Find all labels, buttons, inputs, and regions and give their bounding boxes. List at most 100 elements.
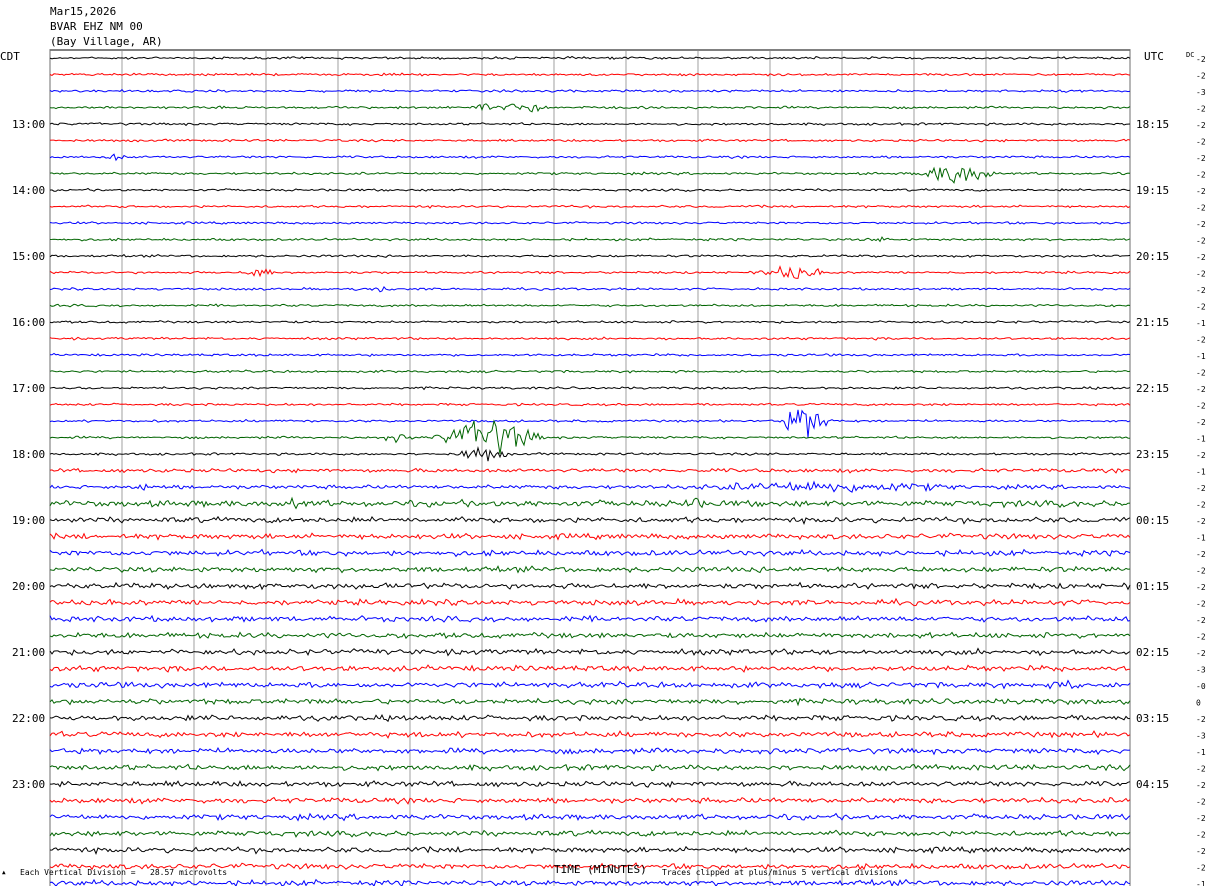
right-hour-label: 22:15 [1136,382,1169,395]
dc-offset-label: -2 [1196,72,1206,81]
dc-offset-label: -1 [1196,435,1206,444]
dc-offset-label: -2 [1196,369,1206,378]
dc-offset-label: -3 [1196,732,1206,741]
dc-offset-label: -2 [1196,517,1206,526]
trace-line [49,153,1131,162]
trace-line [49,336,1131,341]
trace-line [49,862,1131,871]
dc-offset-label: -2 [1196,451,1206,460]
dc-offset-label: -2 [1196,781,1206,790]
left-hour-label: 16:00 [12,316,45,329]
dc-offset-label: -2 [1196,286,1206,295]
trace-line [49,320,1131,324]
dc-offset-label: -1 [1196,352,1206,361]
trace-line [49,138,1131,143]
dc-header-label: DC [1186,51,1194,59]
trace-line [49,496,1131,510]
trace-line [49,236,1131,243]
trace-line [49,515,1131,525]
dc-offset-label: -1 [1196,468,1206,477]
left-hour-label: 20:00 [12,580,45,593]
trace-line [49,446,1131,462]
left-timezone: CDT [0,50,20,63]
dc-offset-label: -2 [1196,798,1206,807]
trace-line [49,796,1131,805]
trace-line [49,286,1131,293]
dc-offset-label: -2 [1196,633,1206,642]
trace-line [49,581,1131,591]
trace-line [49,713,1131,723]
trace-line [49,303,1131,308]
dc-offset-label: -1 [1196,880,1206,886]
dc-offset-label: -3 [1196,88,1206,97]
header-location: (Bay Village, AR) [50,35,163,48]
left-hour-label: 22:00 [12,712,45,725]
dc-offset-label: -2 [1196,385,1206,394]
corner-mark-icon: ▲ [2,869,6,876]
trace-line [49,812,1131,822]
trace-line [49,467,1131,474]
dc-offset-label: -2 [1196,187,1206,196]
dc-offset-label: -2 [1196,237,1206,246]
trace-line [49,122,1131,127]
dc-offset-label: -2 [1196,418,1206,427]
left-hour-label: 14:00 [12,184,45,197]
right-timezone: UTC [1144,50,1164,63]
dc-offset-label: -2 [1196,583,1206,592]
trace-line [49,480,1131,493]
dc-offset-label: -2 [1196,616,1206,625]
trace-line [49,352,1131,358]
trace-line [49,88,1131,94]
right-hour-label: 21:15 [1136,316,1169,329]
dc-offset-label: 0 [1196,699,1201,708]
trace-line [49,845,1131,855]
trace-line [49,565,1131,574]
dc-offset-label: -2 [1196,121,1206,130]
trace-line [49,763,1131,772]
trace-line [49,72,1131,77]
right-hour-label: 19:15 [1136,184,1169,197]
trace-line [49,730,1131,739]
right-hour-label: 20:15 [1136,250,1169,263]
trace-line [49,548,1131,558]
trace-line [49,597,1131,607]
dc-offset-label: -3 [1196,666,1206,675]
trace-line [49,878,1131,886]
right-hour-label: 02:15 [1136,646,1169,659]
trace-line [49,386,1131,391]
dc-offset-label: -2 [1196,649,1206,658]
trace-line [49,409,1131,438]
dc-offset-label: -1 [1196,534,1206,543]
dc-offset-label: -2 [1196,567,1206,576]
dc-offset-label: -2 [1196,336,1206,345]
dc-offset-label: -2 [1196,814,1206,823]
trace-line [49,679,1131,690]
dc-offset-label: -2 [1196,550,1206,559]
footer-clip-note: Traces clipped at plus/minus 5 vertical … [662,868,899,877]
trace-line [49,166,1131,184]
header-date: Mar15,2026 [50,5,117,18]
trace-line [49,647,1131,657]
dc-offset-label: -2 [1196,484,1206,493]
trace-line [49,187,1131,193]
right-hour-label: 01:15 [1136,580,1169,593]
dc-offset-label: -2 [1196,847,1206,856]
dc-offset-label: -2 [1196,138,1206,147]
trace-line [49,631,1131,640]
left-hour-label: 23:00 [12,778,45,791]
dc-offset-label: -2 [1196,171,1206,180]
trace-line [49,265,1131,279]
x-axis-title: TIME (MINUTES) [554,863,647,876]
dc-offset-label: -2 [1196,154,1206,163]
dc-offset-label: -0 [1196,682,1206,691]
trace-line [49,697,1131,707]
dc-offset-label: -2 [1196,55,1206,64]
header-station: BVAR EHZ NM 00 [50,20,143,33]
trace-line [49,253,1131,258]
trace-line [49,746,1131,756]
dc-offset-label: -2 [1196,303,1206,312]
dc-offset-label: -1 [1196,748,1206,757]
dc-offset-label: -2 [1196,864,1206,873]
trace-line [50,780,1131,789]
